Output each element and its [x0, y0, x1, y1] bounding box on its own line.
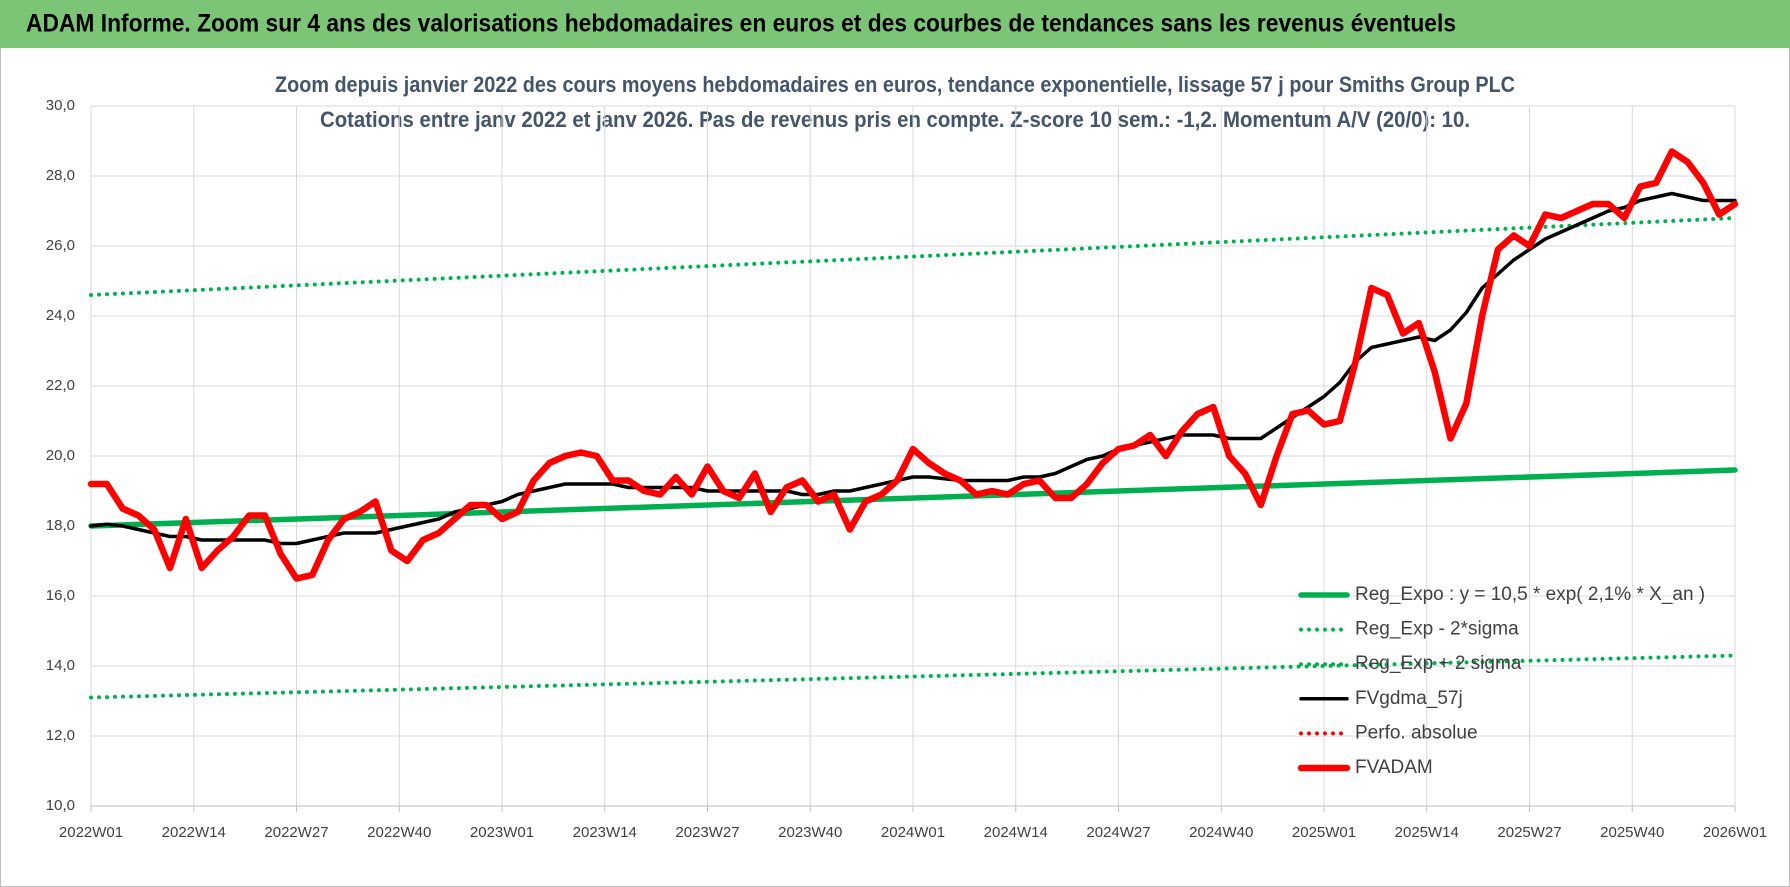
- x-tick-label: 2024W14: [984, 824, 1048, 841]
- x-tick-label: 2023W40: [778, 824, 842, 841]
- x-tick-label: 2022W40: [367, 824, 431, 841]
- y-tick-label: 22,0: [46, 377, 75, 394]
- chart-title: Zoom depuis janvier 2022 des cours moyen…: [275, 72, 1515, 97]
- header-bar: [0, 0, 1790, 48]
- x-tick-label: 2025W01: [1292, 824, 1356, 841]
- x-tick-label: 2023W14: [573, 824, 637, 841]
- x-tick-label: 2022W27: [264, 824, 328, 841]
- y-tick-label: 28,0: [46, 167, 75, 184]
- grid: 10,0 12,0 14,0 16,0 18,0 20,0 22,0 24,0 26,0 28,0…: [46, 97, 1767, 841]
- y-tick-label: 30,0: [46, 97, 75, 114]
- series-line: [88, 467, 1738, 529]
- x-tick-label: 2025W27: [1497, 824, 1561, 841]
- x-tick-label: 2023W01: [470, 824, 534, 841]
- series-line: [89, 191, 1737, 546]
- y-tick-label: 24,0: [46, 307, 75, 324]
- legend-label: FVgdma_57j: [1355, 688, 1463, 709]
- x-tick-label: 2026W01: [1703, 824, 1767, 841]
- x-tick-label: 2023W27: [675, 824, 739, 841]
- x-tick-label: 2024W40: [1189, 824, 1253, 841]
- legend-label: Reg_Exp - 2*sigma: [1355, 619, 1519, 640]
- legend-label: FVADAM: [1355, 757, 1433, 778]
- x-tick-label: 2024W27: [1086, 824, 1150, 841]
- legend-label: Perfo. absolue: [1355, 722, 1478, 743]
- x-tick-label: 2022W01: [59, 824, 123, 841]
- x-tick-label: 2025W14: [1395, 824, 1459, 841]
- y-tick-label: 14,0: [46, 657, 75, 674]
- chart-subtitle: Cotations entre janv 2022 et janv 2026. …: [320, 107, 1470, 132]
- series-line: [89, 216, 1737, 297]
- series-line: [87, 148, 1739, 582]
- y-tick-label: 10,0: [46, 797, 75, 814]
- series-line: [89, 653, 1737, 700]
- y-tick-label: 16,0: [46, 587, 75, 604]
- header-title: ADAM Informe. Zoom sur 4 ans des valoris…: [26, 10, 1456, 38]
- plot-area: [87, 148, 1739, 700]
- x-tick-label: 2025W40: [1600, 824, 1664, 841]
- x-tick-label: 2022W14: [162, 824, 226, 841]
- x-tick-label: 2024W01: [881, 824, 945, 841]
- legend-label: Reg_Exp + 2 sigma: [1355, 653, 1522, 674]
- y-tick-label: 26,0: [46, 237, 75, 254]
- y-tick-label: 20,0: [46, 447, 75, 464]
- legend-label: Reg_Expo : y = 10,5 * exp( 2,1% * X_an ): [1355, 584, 1705, 605]
- y-tick-label: 12,0: [46, 727, 75, 744]
- y-tick-label: 18,0: [46, 517, 75, 534]
- legend: Reg_Expo : y = 10,5 * exp( 2,1% * X_an )…: [1297, 584, 1705, 778]
